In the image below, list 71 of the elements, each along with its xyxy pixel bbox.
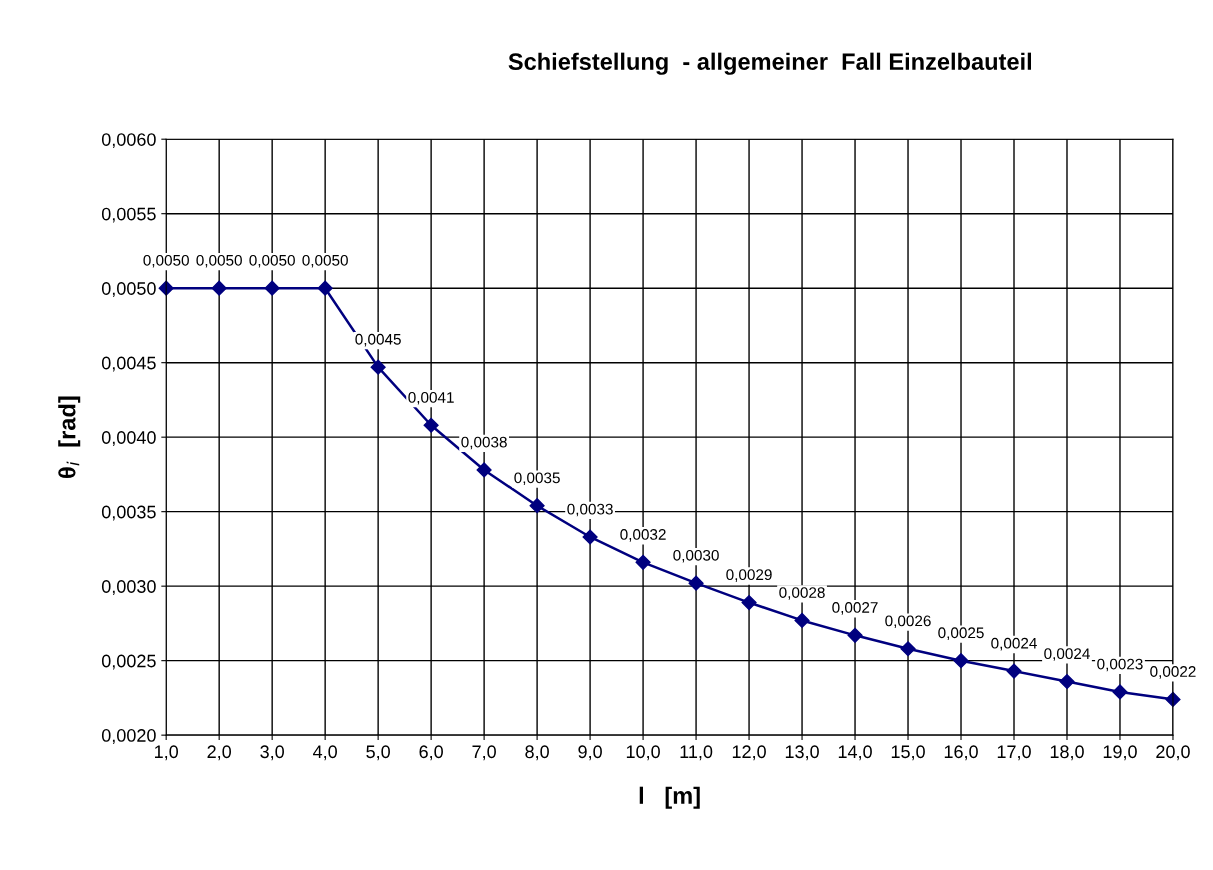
- data-label: 0,0023: [1097, 658, 1143, 672]
- point: [529, 498, 545, 514]
- point: [317, 280, 333, 296]
- point: [741, 594, 757, 611]
- x-tick-label: 2,0: [207, 745, 232, 761]
- point: [264, 280, 280, 296]
- x-tick-label: 5,0: [366, 745, 390, 761]
- y-tick-label: 0,0035: [101, 505, 156, 521]
- x-tick-label: 8,0: [525, 745, 549, 761]
- y-tick-label: 0,0030: [101, 580, 156, 596]
- y-tick-label: 0,0040: [101, 431, 156, 447]
- point: [847, 627, 863, 643]
- x-tick-label: 4,0: [313, 745, 337, 761]
- data-label: 0,0032: [620, 529, 666, 542]
- x-tick-label: 17,0: [997, 745, 1031, 761]
- data-label: 0,0038: [461, 436, 507, 450]
- y-axis-title: θ$_{i}$ [rad]: [58, 396, 81, 479]
- data-label: 0,0033: [567, 503, 613, 517]
- x-tick-label: 3,0: [260, 745, 284, 761]
- x-tick-label: 9,0: [578, 745, 602, 761]
- x-tick-label: 11,0: [680, 745, 713, 761]
- data-label: 0,0022: [1150, 666, 1196, 679]
- x-tick-label: 19,0: [1103, 745, 1137, 761]
- data-label: 0,0025: [938, 627, 984, 640]
- data-label: 0,0027: [832, 602, 878, 615]
- point: [953, 653, 969, 669]
- point: [211, 280, 227, 296]
- data-label: 0,0035: [514, 472, 560, 486]
- data-label: 0,0041: [408, 391, 454, 405]
- x-tick-label: 7,0: [472, 745, 496, 761]
- x-axis-title: l [m]: [639, 786, 700, 809]
- point: [635, 554, 651, 570]
- data-label: 0,0029: [726, 569, 772, 582]
- point: [794, 612, 810, 628]
- y-tick-label: 0,0050: [101, 282, 156, 298]
- data-label: 0,0026: [885, 615, 931, 629]
- data-label: 0,0050: [143, 254, 189, 268]
- point: [688, 575, 704, 591]
- point: [582, 529, 598, 545]
- point: [370, 359, 386, 375]
- x-tick-label: 6,0: [419, 745, 443, 761]
- point: [476, 462, 492, 478]
- data-label: 0,0024: [991, 637, 1037, 651]
- point: [1059, 673, 1075, 690]
- point: [423, 417, 439, 433]
- x-tick-label: 18,0: [1050, 745, 1084, 761]
- point: [1112, 684, 1128, 700]
- chart-title: Schiefstellung - allgemeiner Fall Einzelbauteil: [508, 52, 1032, 75]
- point: [158, 280, 174, 296]
- x-tick-label: 12,0: [732, 745, 766, 761]
- point: [900, 641, 916, 657]
- data-label: 0,0028: [779, 587, 825, 600]
- x-tick-label: 14,0: [838, 745, 872, 761]
- x-tick-label: 10,0: [626, 745, 660, 761]
- y-tick-label: 0,0020: [101, 729, 156, 744]
- x-tick-label: 15,0: [891, 745, 925, 761]
- data-label: 0,0050: [196, 254, 242, 268]
- data-label: 0,0050: [302, 254, 348, 268]
- x-tick-label: 16,0: [944, 745, 978, 761]
- data-label: 0,0045: [355, 333, 401, 347]
- y-tick-label: 0,0025: [101, 654, 156, 670]
- data-label: 0,0024: [1044, 648, 1090, 661]
- y-tick-label: 0,0045: [101, 356, 156, 372]
- y-tick-label: 0,0055: [101, 207, 156, 223]
- data-label: 0,0050: [249, 254, 295, 268]
- point: [1006, 663, 1022, 679]
- data-label: 0,0030: [673, 549, 719, 563]
- x-tick-label: 1,0: [155, 745, 179, 761]
- x-tick-label: 20,0: [1156, 745, 1190, 761]
- y-tick-label: 0,0060: [101, 133, 156, 149]
- x-tick-label: 13,0: [785, 745, 819, 761]
